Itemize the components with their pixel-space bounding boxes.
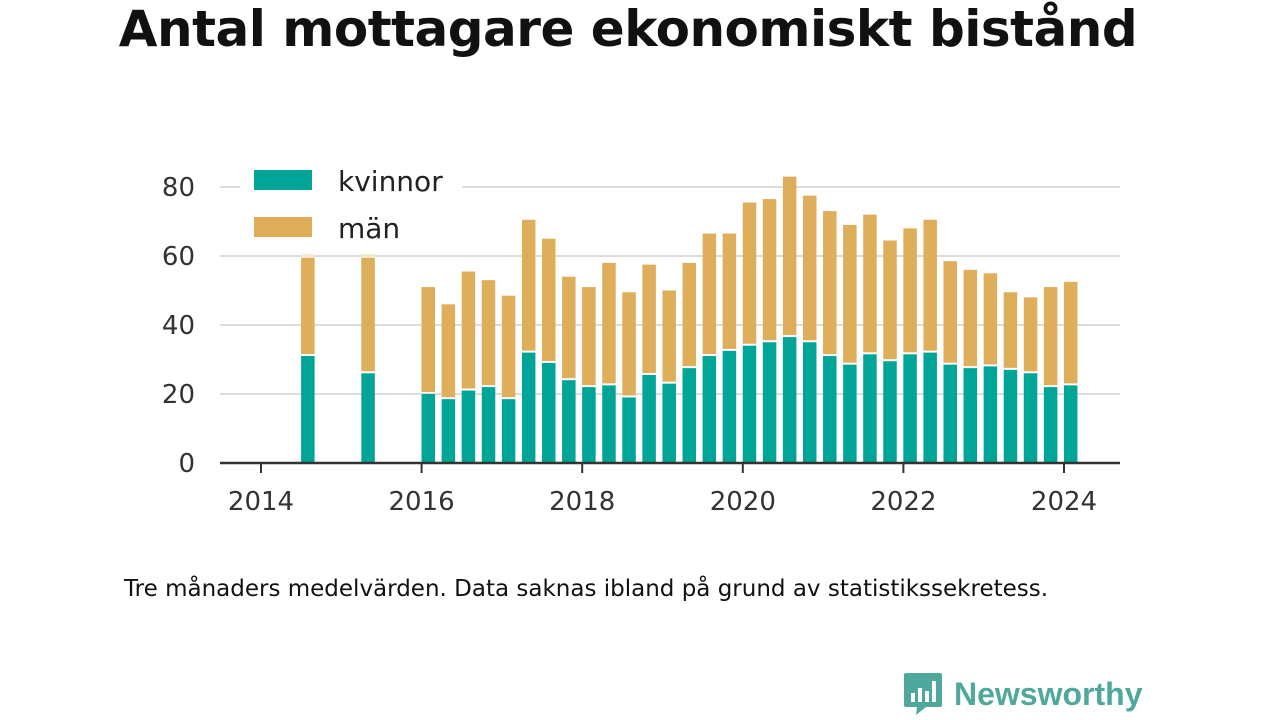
bars bbox=[301, 176, 1078, 463]
bar-man bbox=[421, 287, 436, 392]
x-tick-label: 2018 bbox=[549, 487, 615, 517]
bar-kvinnor bbox=[541, 362, 556, 463]
bar-man bbox=[301, 257, 315, 355]
bar-kvinnor bbox=[802, 342, 817, 463]
bar-kvinnor bbox=[863, 354, 877, 463]
x-tick-label: 2024 bbox=[1031, 487, 1097, 517]
bar-kvinnor bbox=[562, 380, 576, 463]
bar-man bbox=[481, 280, 496, 386]
bar-kvinnor bbox=[742, 345, 757, 463]
bar-kvinnor bbox=[521, 352, 536, 463]
y-tick-label: 40 bbox=[162, 311, 195, 341]
bar-man bbox=[963, 269, 978, 367]
bar-man bbox=[521, 219, 536, 351]
legend-swatch-kvinnor bbox=[254, 170, 312, 190]
bar-man bbox=[883, 240, 897, 360]
bar-kvinnor bbox=[622, 397, 636, 463]
bar-kvinnor bbox=[642, 375, 656, 463]
x-tick-label: 2022 bbox=[870, 487, 936, 517]
bar-man bbox=[562, 276, 576, 379]
y-tick-label: 20 bbox=[162, 380, 195, 410]
bar-kvinnor bbox=[1043, 387, 1058, 463]
bar-man bbox=[742, 202, 757, 344]
bar-kvinnor bbox=[843, 364, 857, 463]
bar-man bbox=[983, 273, 998, 365]
bar-kvinnor bbox=[923, 352, 937, 463]
bar-kvinnor bbox=[501, 399, 516, 463]
bar-kvinnor bbox=[582, 387, 596, 463]
bar-kvinnor bbox=[943, 364, 957, 463]
bar-man bbox=[903, 228, 917, 353]
x-tick-label: 2016 bbox=[389, 487, 455, 517]
bar-kvinnor bbox=[702, 356, 717, 463]
bar-kvinnor bbox=[903, 354, 917, 463]
x-tick-label: 2014 bbox=[228, 487, 294, 517]
axes: 0 20 40 60 80 2014 2016 2018 2020 2022 2024 bbox=[162, 173, 1120, 517]
bar-man bbox=[441, 304, 456, 398]
legend-label-kvinnor: kvinnor bbox=[338, 165, 443, 198]
bar-kvinnor bbox=[1063, 385, 1078, 463]
brand-logo: Newsworthy bbox=[902, 668, 1142, 720]
x-tick-label: 2020 bbox=[710, 487, 776, 517]
bar-man bbox=[802, 195, 817, 341]
bar-man bbox=[361, 257, 375, 372]
bar-man bbox=[461, 271, 476, 389]
chart-title: Antal mottagare ekonomiskt bistånd bbox=[118, 0, 1138, 58]
bar-man bbox=[582, 287, 596, 386]
bar-man bbox=[541, 238, 556, 361]
bar-man bbox=[782, 176, 797, 336]
bar-kvinnor bbox=[1003, 369, 1018, 463]
bar-man bbox=[702, 233, 717, 355]
bar-man bbox=[1063, 281, 1078, 384]
bar-kvinnor bbox=[682, 368, 697, 463]
bar-man bbox=[602, 262, 616, 384]
bar-man bbox=[1003, 292, 1018, 368]
bar-kvinnor bbox=[963, 368, 978, 463]
bar-man bbox=[863, 214, 877, 353]
bar-kvinnor bbox=[361, 373, 375, 463]
bar-kvinnor bbox=[782, 337, 797, 463]
brand-name: Newsworthy bbox=[954, 675, 1143, 712]
bar-kvinnor bbox=[1023, 373, 1038, 463]
bar-kvinnor bbox=[481, 387, 496, 463]
bar-kvinnor bbox=[602, 385, 616, 463]
bar-kvinnor bbox=[883, 361, 897, 463]
bar-kvinnor bbox=[722, 350, 737, 463]
bar-man bbox=[682, 262, 697, 367]
bar-man bbox=[1023, 297, 1038, 372]
bar-kvinnor bbox=[421, 394, 436, 463]
legend-swatch-man bbox=[254, 217, 312, 237]
bar-man bbox=[1043, 287, 1058, 386]
bar-kvinnor bbox=[441, 399, 456, 463]
bar-kvinnor bbox=[301, 356, 315, 463]
bar-man bbox=[943, 261, 957, 363]
bar-man bbox=[762, 199, 777, 341]
y-tick-label: 60 bbox=[162, 242, 195, 272]
bar-man bbox=[501, 295, 516, 398]
y-tick-label: 0 bbox=[178, 449, 195, 479]
y-tick-label: 80 bbox=[162, 173, 195, 203]
bar-kvinnor bbox=[983, 366, 998, 463]
bar-man bbox=[923, 219, 937, 351]
bar-man bbox=[823, 211, 837, 355]
footnote: Tre månaders medelvärden. Data saknas ib… bbox=[124, 576, 1049, 602]
bar-kvinnor bbox=[662, 383, 676, 463]
bar-man bbox=[722, 233, 737, 349]
bar-man bbox=[843, 224, 857, 363]
bar-man bbox=[662, 290, 676, 382]
bar-kvinnor bbox=[461, 390, 476, 463]
legend: kvinnor män bbox=[240, 158, 462, 254]
legend-label-man: män bbox=[338, 212, 400, 245]
bar-kvinnor bbox=[823, 356, 837, 463]
bar-man bbox=[622, 292, 636, 396]
bar-man bbox=[642, 264, 656, 374]
bar-chart-icon bbox=[904, 673, 942, 715]
bar-kvinnor bbox=[762, 342, 777, 463]
